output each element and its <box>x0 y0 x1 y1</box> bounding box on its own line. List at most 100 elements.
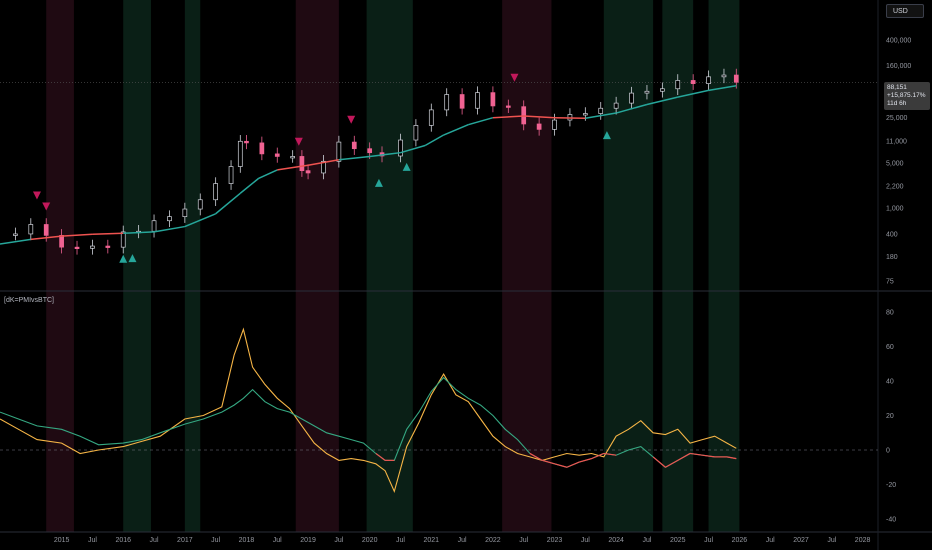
time-tick-label: 2021 <box>424 537 440 544</box>
candle-body <box>660 88 665 92</box>
candle-body <box>552 119 557 130</box>
trend-line-segment <box>307 159 340 167</box>
buy-marker <box>119 254 128 263</box>
candle-body <box>167 216 172 222</box>
indicator-tick-label: 60 <box>886 344 894 351</box>
regime-green-band <box>603 0 654 532</box>
candle-body <box>13 233 18 236</box>
candle-body <box>74 246 80 250</box>
indicator-tick-label: -20 <box>886 482 896 489</box>
negative-segment <box>689 452 703 456</box>
time-tick-label: 2020 <box>362 537 378 544</box>
candle-body <box>237 140 243 167</box>
trend-line-segment <box>492 115 524 119</box>
bar-countdown: 11d 6h <box>887 100 907 107</box>
negative-segment <box>542 459 555 465</box>
negative-segment <box>652 456 666 468</box>
time-tick-label: 2024 <box>608 537 624 544</box>
candle-body <box>536 123 542 130</box>
time-tick-label: Jul <box>396 537 405 544</box>
price-axis[interactable]: 1,000,000400,000160,00025,00011,0005,000… <box>886 12 917 286</box>
candle-body <box>259 142 265 155</box>
time-tick-label: 2015 <box>54 537 70 544</box>
candle-body <box>690 80 696 84</box>
trend-line-segment <box>615 103 648 114</box>
indicator-tick-label: 20 <box>886 413 894 420</box>
trend-line-segment <box>585 112 617 120</box>
trend-line-segment <box>677 89 709 98</box>
candle-body <box>43 224 49 236</box>
indicator-label: [dK=PMIvsBTC] <box>4 297 54 304</box>
currency-button[interactable]: USD <box>886 4 924 18</box>
candle-body <box>336 141 342 162</box>
candle-body <box>151 220 157 232</box>
candle-body <box>290 156 296 159</box>
time-tick-label: Jul <box>211 537 220 544</box>
negative-segment <box>375 452 386 461</box>
time-tick-label: 2018 <box>239 537 255 544</box>
time-tick-label: 2028 <box>855 537 871 544</box>
time-tick-label: Jul <box>150 537 159 544</box>
time-tick-label: Jul <box>766 537 775 544</box>
trend-line-segment <box>92 232 124 236</box>
regime-red-band <box>295 0 339 532</box>
candle-body <box>367 148 373 154</box>
candle-body <box>213 183 218 201</box>
candle-body <box>413 125 419 141</box>
time-tick-label: 2027 <box>793 537 809 544</box>
price-tick-label: 25,000 <box>886 115 908 122</box>
candle-body <box>120 231 126 248</box>
price-tick-label: 1,000 <box>886 206 904 213</box>
trend-line-segment <box>184 213 216 228</box>
candle-body <box>305 170 311 174</box>
sell-marker <box>510 73 519 82</box>
candle-body <box>582 113 588 116</box>
regime-green-band <box>184 0 201 532</box>
negative-segment <box>677 452 691 461</box>
time-axis[interactable]: 2015 Jul 2016 Jul 2017 Jul 2018 Jul 2019 Jul 2020 J… <box>54 537 871 544</box>
time-tick-label: Jul <box>458 537 467 544</box>
time-tick-label: Jul <box>273 537 282 544</box>
price-tick-label: 2,200 <box>886 184 904 191</box>
negative-segment <box>726 456 737 460</box>
regime-green-band <box>708 0 740 532</box>
price-pane <box>0 68 878 263</box>
candle-body <box>721 74 727 78</box>
candle-body <box>733 74 739 83</box>
time-tick-label: Jul <box>519 537 528 544</box>
regime-background <box>46 0 740 532</box>
candle-body <box>629 92 634 104</box>
trend-line-segment <box>123 231 155 234</box>
trend-line-segment <box>239 177 260 194</box>
buy-marker <box>128 254 137 263</box>
trend-line-segment <box>61 233 93 237</box>
time-tick-label: 2026 <box>732 537 748 544</box>
trend-line-segment <box>338 155 370 161</box>
negative-segment <box>665 459 679 468</box>
indicator-axis[interactable]: 80 60 40 20 0 -20 -40 <box>886 310 896 524</box>
candle-body <box>459 94 465 109</box>
candle-body <box>490 92 496 107</box>
candle-body <box>644 90 650 94</box>
sell-marker <box>42 202 51 211</box>
trend-line-segment <box>424 134 444 147</box>
time-tick-label: Jul <box>88 537 97 544</box>
negative-segment <box>554 463 568 468</box>
trend-line-segment <box>523 115 555 119</box>
indicator-tick-label: -40 <box>886 517 896 524</box>
indicator-tick-label: 0 <box>886 448 890 455</box>
candle-body <box>475 92 480 109</box>
candle-body <box>351 141 357 150</box>
time-tick-label: 2025 <box>670 537 686 544</box>
negative-segment <box>702 454 715 458</box>
regime-red-band <box>502 0 552 532</box>
trend-line-segment <box>215 192 241 215</box>
buy-marker <box>374 178 383 187</box>
candle-body <box>521 106 527 125</box>
time-tick-label: Jul <box>581 537 590 544</box>
candle-body <box>706 76 711 84</box>
green-series-line <box>0 376 737 468</box>
trend-line-segment <box>400 144 426 154</box>
candle-body <box>428 109 434 126</box>
